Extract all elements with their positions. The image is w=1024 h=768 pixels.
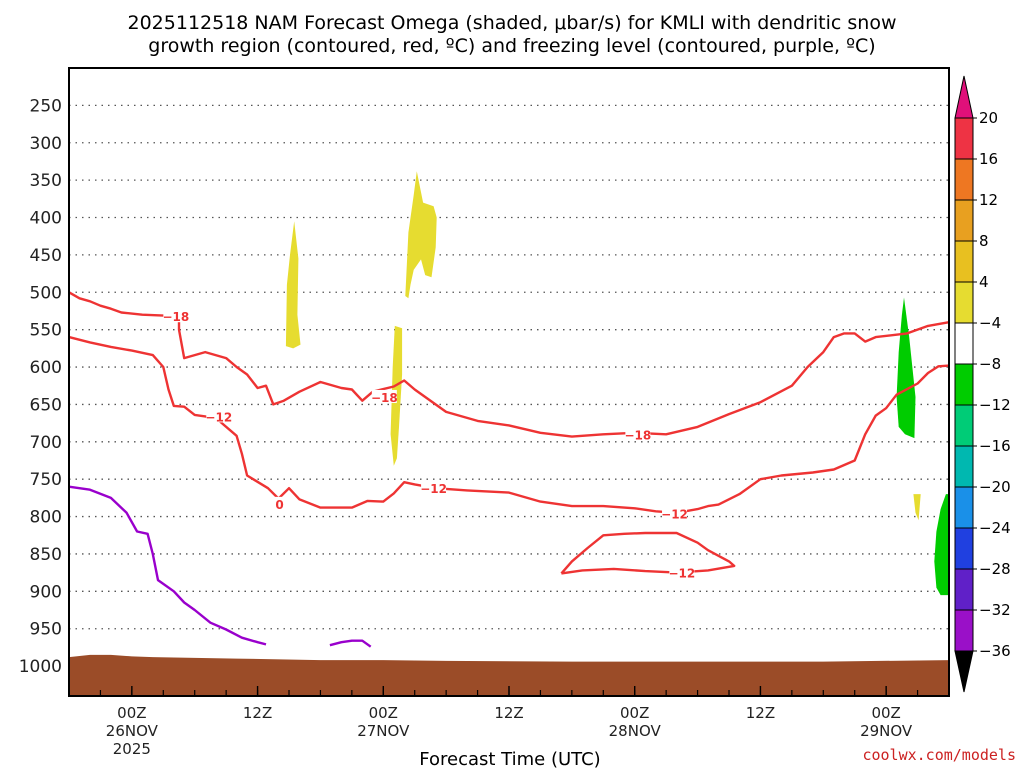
colorbar-label-13: −36 — [979, 642, 1011, 660]
colorbar-label-1: 16 — [979, 150, 998, 168]
colorbar-label-5: −4 — [979, 314, 1001, 332]
omega-region-0 — [285, 221, 301, 349]
colorbar-over-arrow — [954, 75, 974, 119]
x-axis-title: Forecast Time (UTC) — [419, 749, 600, 768]
contour-label-dgz-minus-18-2: −18 — [624, 428, 651, 442]
x-tick-date-6: 29NOV — [860, 722, 913, 740]
x-tick-label-5: 12Z — [746, 704, 775, 722]
y-tick-label-750: 750 — [30, 470, 62, 490]
colorbar-bin-5 — [954, 322, 974, 365]
contour-label-dgz-minus-12-tiny-0: 0 — [275, 498, 283, 512]
contour-label-bg — [163, 309, 189, 323]
colorbar-bin-6 — [954, 363, 974, 406]
pressure-axis: 250 300 350 400 450 500 550 600 650 700 750 800 850 9… — [19, 96, 62, 677]
terrain — [69, 654, 949, 696]
colorbar-bin-4 — [954, 281, 974, 324]
x-tick-label-0: 00Z — [117, 704, 146, 722]
colorbar-under-arrow — [954, 650, 974, 693]
colorbar-label-11: −28 — [979, 560, 1011, 578]
contour-label-dgz-minus-12-closed-0: −12 — [668, 567, 695, 581]
contour-label-dgz-minus-18-0: −18 — [162, 310, 189, 324]
contour-label-dgz-minus-12-0: −12 — [205, 410, 232, 424]
y-tick-label-950: 950 — [30, 620, 62, 640]
contour-label-bg — [662, 506, 688, 520]
colorbar-label-10: −24 — [979, 519, 1011, 537]
y-tick-label-300: 300 — [30, 134, 62, 154]
y-tick-label-900: 900 — [30, 582, 62, 602]
colorbar-label-4: 4 — [979, 273, 989, 291]
contour-freezing-level-west — [68, 485, 267, 646]
contour-label-dgz-minus-12-2: −12 — [661, 508, 688, 522]
colorbar-label-6: −8 — [979, 355, 1001, 373]
x-tick-date-4: 28NOV — [609, 722, 662, 740]
colorbar-bin-8 — [954, 445, 974, 488]
contour-dgz-minus-12-closed — [560, 531, 736, 575]
colorbar: 20 16 12 8 4 −4 −8 −12 −16 −20 −24 −28 −32 −36 — [954, 75, 1011, 693]
x-tick-date-2: 27NOV — [357, 722, 410, 740]
colorbar-label-3: 8 — [979, 232, 989, 250]
contour-label-bg — [274, 496, 286, 510]
y-tick-label-550: 550 — [30, 321, 62, 341]
colorbar-label-7: −12 — [979, 396, 1011, 414]
contour-dgz-minus-18 — [68, 291, 950, 438]
contour-label-bg — [371, 389, 397, 403]
colorbar-bin-10 — [954, 527, 974, 570]
colorbar-bin-11 — [954, 568, 974, 611]
y-tick-label-450: 450 — [30, 246, 62, 266]
omega-region-4 — [913, 494, 921, 521]
temperature-contours: −18 −18 −18 −12 −12 −12 −12 0 — [68, 291, 950, 648]
contour-label-bg — [625, 427, 651, 441]
y-tick-label-850: 850 — [30, 545, 62, 565]
x-tick-label-4: 00Z — [620, 704, 649, 722]
y-tick-label-400: 400 — [30, 209, 62, 229]
x-tick-label-1: 12Z — [243, 704, 272, 722]
colorbar-bin-2 — [954, 199, 974, 242]
colorbar-label-12: −32 — [979, 601, 1011, 619]
terrain-fill — [69, 654, 949, 696]
contour-label-dgz-minus-18-1: −18 — [371, 391, 398, 405]
colorbar-bin-0 — [954, 117, 974, 160]
colorbar-bin-12 — [954, 609, 974, 652]
omega-region-3 — [896, 297, 916, 439]
y-tick-label-350: 350 — [30, 171, 62, 191]
contour-label-bg — [206, 409, 232, 423]
y-tick-label-500: 500 — [30, 283, 62, 303]
chart-title-line1: 2025112518 NAM Forecast Omega (shaded, μ… — [128, 12, 897, 34]
colorbar-bin-3 — [954, 240, 974, 283]
colorbar-label-9: −20 — [979, 478, 1011, 496]
x-tick-label-2: 00Z — [369, 704, 398, 722]
colorbar-bin-9 — [954, 486, 974, 529]
y-tick-label-650: 650 — [30, 395, 62, 415]
y-tick-label-800: 800 — [30, 508, 62, 528]
x-tick-year-0: 2025 — [113, 740, 151, 758]
colorbar-label-0: 20 — [979, 109, 998, 127]
chart-title-line2: growth region (contoured, red, ºC) and f… — [148, 35, 875, 57]
credit-text: coolwx.com/models — [862, 746, 1016, 764]
contour-label-bg — [421, 481, 447, 495]
contour-freezing-level-mid — [329, 639, 372, 648]
colorbar-label-2: 12 — [979, 191, 998, 209]
x-tick-date-0: 26NOV — [106, 722, 159, 740]
colorbar-bin-1 — [954, 158, 974, 201]
plot-background — [69, 68, 949, 696]
contour-label-bg — [669, 565, 695, 579]
y-tick-label-600: 600 — [30, 358, 62, 378]
y-tick-label-1000: 1000 — [19, 657, 62, 677]
x-tick-label-6: 00Z — [871, 704, 900, 722]
y-tick-label-250: 250 — [30, 96, 62, 116]
x-tick-label-3: 12Z — [494, 704, 523, 722]
y-tick-label-700: 700 — [30, 433, 62, 453]
omega-shading — [285, 171, 949, 596]
colorbar-label-8: −16 — [979, 437, 1011, 455]
omega-region-1 — [405, 171, 437, 299]
colorbar-bin-7 — [954, 404, 974, 447]
omega-region-5 — [934, 494, 949, 596]
contour-label-dgz-minus-12-1: −12 — [420, 482, 447, 496]
